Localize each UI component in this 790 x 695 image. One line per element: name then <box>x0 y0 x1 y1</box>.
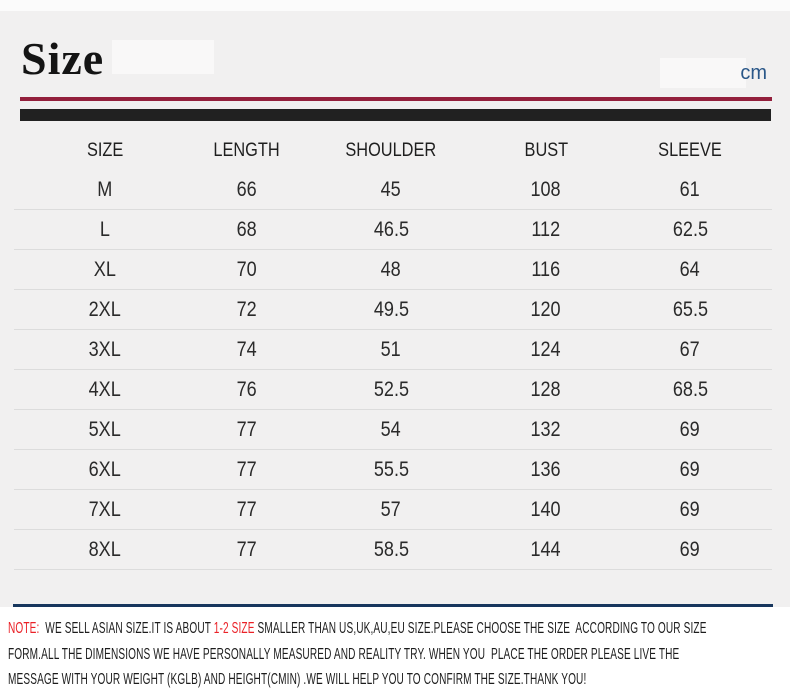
navy-divider <box>13 604 773 607</box>
cell-size: 8XL <box>88 537 122 561</box>
cell-length: 74 <box>236 337 258 361</box>
cell-bust: 120 <box>530 297 562 321</box>
table-row: 2XL 72 49.5 120 65.5 <box>14 290 772 330</box>
cell-size: 3XL <box>88 337 122 361</box>
cell-bust: 108 <box>530 177 562 201</box>
table-row: 8XL 77 58.5 144 69 <box>14 530 772 570</box>
table-header-row: SIZE LENGTH SHOULDER BUST SLEEVE <box>14 132 772 170</box>
table-row: 4XL 76 52.5 128 68.5 <box>14 370 772 410</box>
cell-sleeve: 69 <box>679 457 701 481</box>
cell-shoulder: 52.5 <box>373 377 409 401</box>
size-table: SIZE LENGTH SHOULDER BUST SLEEVE M 66 45… <box>14 132 772 570</box>
column-header-bust: BUST <box>524 140 568 161</box>
cell-length: 66 <box>236 177 258 201</box>
cell-shoulder: 49.5 <box>373 297 409 321</box>
cell-sleeve: 69 <box>679 537 701 561</box>
top-strip <box>0 0 790 11</box>
cell-length: 77 <box>236 497 258 521</box>
cell-size: L <box>99 217 111 241</box>
cell-size: 2XL <box>88 297 122 321</box>
red-divider <box>20 97 772 101</box>
cell-sleeve: 69 <box>679 417 701 441</box>
note-segment: WE SELL ASIAN SIZE.IT IS ABOUT <box>39 620 214 637</box>
cell-sleeve: 69 <box>679 497 701 521</box>
cell-length: 77 <box>236 417 258 441</box>
note-segment: MESSAGE WITH YOUR WEIGHT (KGLB) AND HEIG… <box>8 671 587 688</box>
cell-sleeve: 65.5 <box>672 297 708 321</box>
cell-length: 77 <box>236 457 258 481</box>
table-row: 3XL 74 51 124 67 <box>14 330 772 370</box>
cell-size: 5XL <box>88 417 122 441</box>
table-row: XL 70 48 116 64 <box>14 250 772 290</box>
cell-length: 72 <box>236 297 258 321</box>
cell-shoulder: 51 <box>380 337 402 361</box>
cell-length: 70 <box>236 257 258 281</box>
black-divider <box>20 109 771 121</box>
note-text: NOTE: WE SELL ASIAN SIZE.IT IS ABOUT 1-2… <box>8 616 788 693</box>
note-line: MESSAGE WITH YOUR WEIGHT (KGLB) AND HEIG… <box>8 667 788 693</box>
cell-shoulder: 48 <box>380 257 402 281</box>
cell-bust: 124 <box>530 337 562 361</box>
cell-sleeve: 62.5 <box>672 217 708 241</box>
cell-size: XL <box>93 257 117 281</box>
cell-size: 7XL <box>88 497 122 521</box>
column-header-size: SIZE <box>86 140 124 161</box>
cell-length: 77 <box>236 537 258 561</box>
cell-length: 68 <box>236 217 258 241</box>
table-row: 6XL 77 55.5 136 69 <box>14 450 772 490</box>
cell-bust: 116 <box>531 257 561 281</box>
table-row: M 66 45 108 61 <box>14 170 772 210</box>
cell-size: 4XL <box>88 377 122 401</box>
cell-sleeve: 68.5 <box>672 377 708 401</box>
column-header-shoulder: SHOULDER <box>345 140 437 161</box>
table-row: 7XL 77 57 140 69 <box>14 490 772 530</box>
table-row: L 68 46.5 112 62.5 <box>14 210 772 250</box>
watermark-patch <box>112 40 214 74</box>
cell-bust: 140 <box>530 497 562 521</box>
cell-shoulder: 46.5 <box>373 217 409 241</box>
cell-shoulder: 55.5 <box>373 457 409 481</box>
note-highlight: 1-2 SIZE <box>213 620 255 637</box>
cell-size: 6XL <box>88 457 122 481</box>
column-header-sleeve: SLEEVE <box>658 140 722 161</box>
watermark-patch <box>660 58 746 88</box>
note-highlight: NOTE: <box>8 620 40 637</box>
unit-label: cm <box>740 62 767 84</box>
note-segment: FORM.ALL THE DIMENSIONS WE HAVE PERSONAL… <box>8 645 680 663</box>
cell-length: 76 <box>236 377 258 401</box>
cell-shoulder: 58.5 <box>373 537 409 561</box>
note-line: FORM.ALL THE DIMENSIONS WE HAVE PERSONAL… <box>8 642 788 668</box>
cell-sleeve: 61 <box>679 177 701 201</box>
cell-sleeve: 67 <box>679 337 701 361</box>
note-line: NOTE: WE SELL ASIAN SIZE.IT IS ABOUT 1-2… <box>8 616 788 642</box>
table-row: 5XL 77 54 132 69 <box>14 410 772 450</box>
cell-bust: 144 <box>530 537 562 561</box>
page-title: Size <box>21 33 105 84</box>
note-area: NOTE: WE SELL ASIAN SIZE.IT IS ABOUT 1-2… <box>0 607 790 695</box>
cell-shoulder: 45 <box>380 177 402 201</box>
cell-shoulder: 54 <box>380 417 402 441</box>
note-segment: SMALLER THAN US,UK,AU,EU SIZE.PLEASE CHO… <box>254 620 707 637</box>
cell-bust: 112 <box>531 217 561 241</box>
cell-shoulder: 57 <box>380 497 402 521</box>
cell-bust: 132 <box>530 417 562 441</box>
cell-size: M <box>97 177 113 201</box>
cell-bust: 128 <box>530 377 562 401</box>
column-header-length: LENGTH <box>213 140 281 161</box>
cell-bust: 136 <box>530 457 562 481</box>
cell-sleeve: 64 <box>679 257 701 281</box>
